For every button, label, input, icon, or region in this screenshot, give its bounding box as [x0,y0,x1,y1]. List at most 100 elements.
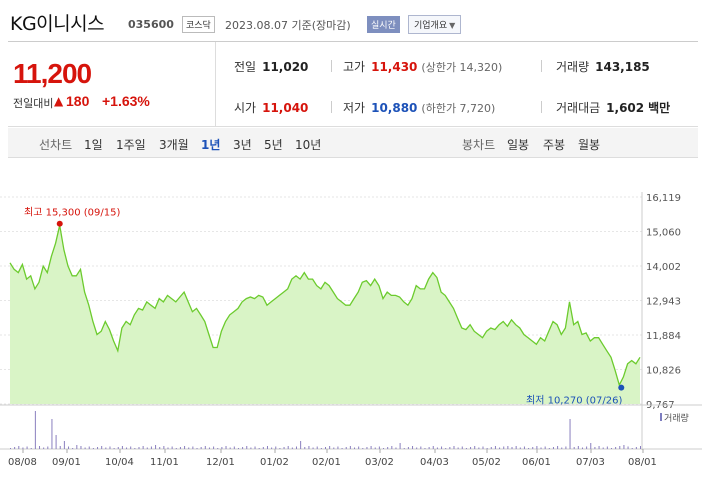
up-triangle-icon: ▲ [54,94,64,108]
amount-unit: 백만 [648,101,671,115]
volume-value: 143,185 [595,60,650,74]
change-value: 180 [66,93,90,109]
volume-bar [175,448,177,449]
period-3y[interactable]: 3년 [233,138,252,152]
volume-bar [383,448,385,449]
volume-bar [598,446,600,449]
period-1w[interactable]: 1주일 [116,138,146,152]
volume-bar [461,446,463,449]
volume-bar [130,446,132,449]
volume-bar [134,448,136,449]
volume-bar [43,447,45,449]
volume-bar [63,441,65,449]
volume-bar [366,447,368,449]
volume-bar [217,448,219,449]
min-marker [618,384,625,391]
low-cell: 저가 10,880 (하한가 7,720) [343,99,495,116]
period-10y[interactable]: 10년 [295,138,322,152]
volume-bar [113,448,115,449]
volume-bar [59,446,61,449]
divider [541,101,542,113]
volume-bar [258,448,260,449]
volume-bar [412,446,414,449]
price-line [9,225,641,387]
period-3m[interactable]: 3개월 [159,138,189,152]
volume-bar [179,447,181,449]
volume-bar [490,447,492,449]
candle-week[interactable]: 주봉 [543,138,566,152]
volume-bar [548,448,550,449]
volume-bar [39,446,41,449]
high-cell: 고가 11,430 (상한가 14,320) [343,58,502,75]
volume-bar [271,447,273,449]
volume-bar [627,446,629,449]
volume-bar [126,447,128,449]
volume-bar [470,447,472,449]
volume-bar [279,448,281,449]
volume-bar [242,447,244,449]
volume-bar [407,447,409,449]
volume-bar [544,446,546,449]
volume-bar [631,448,633,449]
volume-bar [30,448,32,449]
volume-bar [138,447,140,449]
volume-bar [528,448,530,449]
volume-bar [586,446,588,449]
x-tick-label: 06/01 [522,457,551,468]
volume-bar [300,441,302,449]
volume-bar [225,446,227,449]
candle-day[interactable]: 일봉 [507,138,530,152]
period-1y[interactable]: 1년 [201,138,221,152]
x-tick-label: 01/02 [260,457,289,468]
volume-bar [345,447,347,449]
volume-bar [337,446,339,449]
volume-bar [387,447,389,449]
volume-bar [208,447,210,449]
volume-bar [635,447,637,449]
stock-header: KG이니시스 035600 코스닥 2023.08.07 기준(장마감) 실시간… [10,8,700,36]
volume-bar [316,446,318,449]
low-label: 저가 [343,101,366,115]
volume-bar [457,447,459,449]
high-value: 11,430 [371,60,418,74]
market-badge: 코스닥 [182,16,215,33]
volume-bar [262,447,264,449]
period-5y[interactable]: 5년 [264,138,283,152]
candle-month[interactable]: 월봉 [578,138,601,152]
volume-bar [26,446,28,449]
volume-bar [51,419,53,449]
volume-bar [557,446,559,449]
volume-bar [536,446,538,449]
volume-bar [283,447,285,449]
open-label: 시가 [234,101,257,115]
volume-bar [436,447,438,449]
volume-bar [254,446,256,449]
y-tick-label: 15,060 [646,228,681,239]
volume-bar [287,446,289,449]
volume-bar [121,446,123,449]
volume-bar [295,446,297,449]
volume-bar [615,447,617,449]
volume-bar [445,448,447,449]
period-1d[interactable]: 1일 [84,138,103,152]
volume-bar [150,446,152,449]
volume-bar [606,446,608,449]
volume-bar [250,447,252,449]
volume-bar [453,446,455,449]
volume-bar [503,446,505,449]
volume-bar [540,447,542,449]
volume-bar [155,445,157,449]
upper-limit: (상한가 14,320) [421,61,503,74]
volume-bar [88,446,90,449]
volume-bar [391,446,393,449]
company-info-dropdown[interactable]: 기업개요 ▼ [408,15,462,34]
x-tick-label: 09/01 [52,457,81,468]
price-chart[interactable]: 16,11915,06014,00212,94311,88410,8269,76… [0,160,702,483]
volume-bar [76,445,78,449]
volume-legend-swatch [660,413,662,421]
divider [541,60,542,72]
change-label: 전일대비 [13,97,54,110]
volume-bar [619,446,621,449]
realtime-button[interactable]: 실시간 [367,16,400,33]
volume-bar [465,448,467,449]
